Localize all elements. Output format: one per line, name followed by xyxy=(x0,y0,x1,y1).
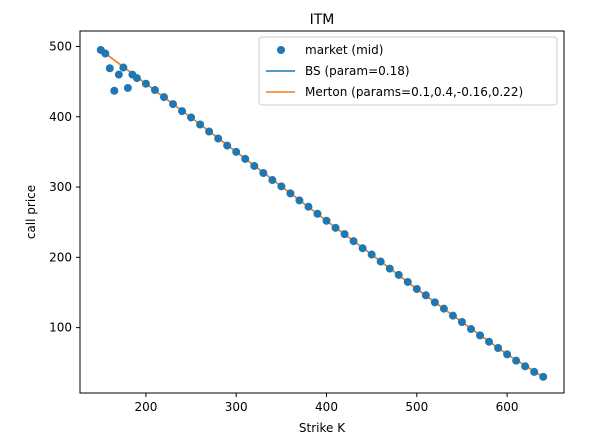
market-point-19 xyxy=(232,148,240,156)
market-point-50 xyxy=(512,357,520,365)
x-tick-label-300: 300 xyxy=(225,400,248,414)
legend-label-merton: Merton (params=0.1,0.4,-0.16,0.22) xyxy=(305,85,523,99)
market-point-12 xyxy=(169,100,177,108)
market-point-5 xyxy=(119,64,127,72)
legend-label-bs: BS (param=0.18) xyxy=(305,64,410,78)
y-tick-label-300: 300 xyxy=(49,180,72,194)
market-point-25 xyxy=(286,189,294,197)
market-point-32 xyxy=(350,237,358,245)
market-point-37 xyxy=(395,271,403,279)
market-point-2 xyxy=(106,64,114,72)
market-point-33 xyxy=(359,244,367,252)
x-tick-label-600: 600 xyxy=(496,400,519,414)
chart-title: ITM xyxy=(310,12,335,28)
market-point-49 xyxy=(503,350,511,358)
x-tick-label-500: 500 xyxy=(405,400,428,414)
market-point-30 xyxy=(332,224,340,232)
market-point-22 xyxy=(259,169,267,177)
market-point-13 xyxy=(178,107,186,115)
market-point-23 xyxy=(268,176,276,184)
y-tick-label-500: 500 xyxy=(49,39,72,53)
market-point-45 xyxy=(467,325,475,333)
legend-marker-market xyxy=(277,46,285,54)
market-point-38 xyxy=(404,278,412,286)
market-point-52 xyxy=(530,368,538,376)
market-point-9 xyxy=(142,80,150,88)
market-point-8 xyxy=(133,74,141,82)
market-point-26 xyxy=(295,196,303,204)
legend-label-market: market (mid) xyxy=(305,43,383,57)
market-point-40 xyxy=(422,291,430,299)
x-axis-label: Strike K xyxy=(299,421,346,435)
market-point-27 xyxy=(304,203,312,211)
market-point-1 xyxy=(101,49,109,57)
market-point-34 xyxy=(368,251,376,259)
market-point-11 xyxy=(160,93,168,101)
legend: market (mid) BS (param=0.18) Merton (par… xyxy=(259,37,557,105)
market-point-42 xyxy=(440,305,448,313)
x-tick-label-400: 400 xyxy=(315,400,338,414)
market-point-10 xyxy=(151,86,159,94)
market-point-53 xyxy=(539,373,547,381)
market-point-31 xyxy=(341,230,349,238)
x-tick-label-200: 200 xyxy=(134,400,157,414)
market-point-43 xyxy=(449,312,457,320)
market-point-28 xyxy=(313,210,321,218)
y-tick-label-100: 100 xyxy=(49,321,72,335)
market-point-44 xyxy=(458,318,466,326)
market-point-29 xyxy=(323,217,331,225)
y-tick-label-200: 200 xyxy=(49,250,72,264)
y-axis-label: call price xyxy=(24,185,38,239)
market-point-41 xyxy=(431,298,439,306)
market-point-39 xyxy=(413,285,421,293)
market-point-14 xyxy=(187,113,195,121)
market-point-48 xyxy=(494,344,502,352)
market-point-47 xyxy=(485,338,493,346)
market-point-3 xyxy=(110,87,118,95)
market-point-20 xyxy=(241,155,249,163)
market-point-18 xyxy=(223,142,231,150)
y-tick-label-400: 400 xyxy=(49,110,72,124)
market-point-36 xyxy=(386,265,394,273)
market-point-15 xyxy=(196,120,204,128)
market-point-35 xyxy=(377,258,385,266)
market-point-24 xyxy=(277,182,285,190)
market-point-16 xyxy=(205,128,213,136)
market-point-46 xyxy=(476,331,484,339)
market-point-21 xyxy=(250,162,258,170)
market-point-6 xyxy=(124,84,132,92)
market-point-51 xyxy=(521,362,529,370)
market-point-4 xyxy=(115,71,123,79)
market-point-17 xyxy=(214,135,222,143)
